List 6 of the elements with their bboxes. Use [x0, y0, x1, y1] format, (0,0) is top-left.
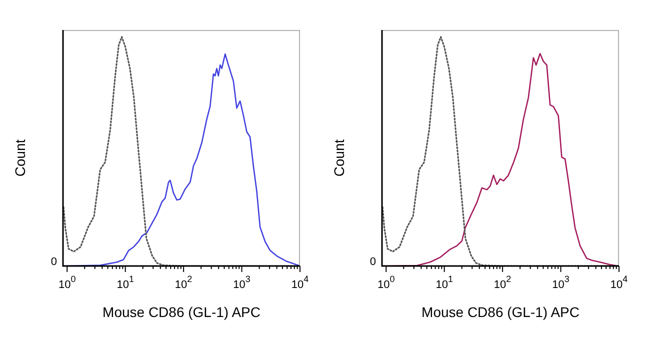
- text: 0: [370, 256, 376, 268]
- text: 0: [50, 256, 57, 268]
- y-axis-title: Count: [12, 139, 28, 177]
- x-axis-title: Mouse CD86 (GL-1) APC: [422, 304, 580, 320]
- y-axis-title: Count: [330, 139, 347, 177]
- x-axis-title: Mouse CD86 (GL-1) APC: [102, 304, 260, 320]
